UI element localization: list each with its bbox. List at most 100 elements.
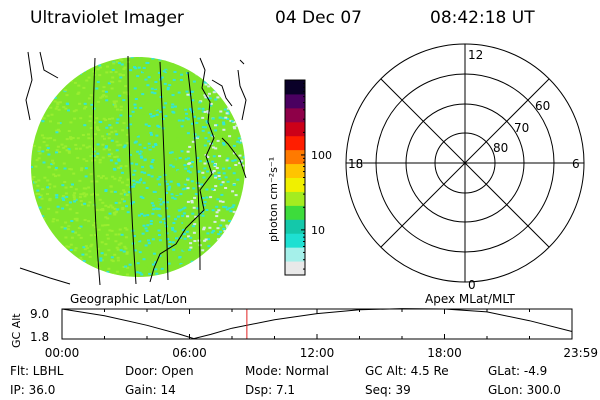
speckle-dot <box>38 146 42 149</box>
speckle-dot <box>63 60 66 63</box>
speckle-dot <box>220 62 224 64</box>
speckle-dot <box>85 146 89 149</box>
speckle-dot <box>119 165 123 168</box>
speckle-dot <box>84 274 88 277</box>
speckle-dot <box>229 234 233 237</box>
speckle-dot <box>190 201 194 204</box>
speckle-dot <box>143 214 147 217</box>
speckle-dot <box>139 268 143 271</box>
speckle-dot <box>206 156 210 158</box>
speckle-dot <box>219 82 223 84</box>
speckle-dot <box>209 102 213 105</box>
speckle-dot <box>78 196 82 199</box>
speckle-dot <box>126 178 130 181</box>
speckle-dot <box>32 275 36 277</box>
speckle-dot <box>190 67 194 70</box>
speckle-dot <box>226 107 230 110</box>
speckle-dot <box>64 186 68 189</box>
speckle-dot <box>150 87 154 90</box>
speckle-dot <box>220 193 224 196</box>
speckle-dot <box>132 201 136 204</box>
speckle-dot <box>62 106 66 109</box>
speckle-dot <box>223 108 227 111</box>
speckle-dot <box>149 131 153 134</box>
speckle-dot <box>222 121 225 124</box>
speckle-dot <box>140 120 144 123</box>
speckle-dot <box>151 159 155 161</box>
speckle-dot <box>161 244 165 247</box>
speckle-dot <box>222 205 226 208</box>
speckle-dot <box>190 122 194 125</box>
speckle-dot <box>33 279 36 281</box>
speckle-dot <box>67 130 71 132</box>
speckle-dot <box>57 174 61 177</box>
speckle-dot <box>141 112 145 115</box>
speckle-dot <box>38 118 42 121</box>
speckle-dot <box>105 233 109 236</box>
speckle-dot <box>70 257 74 260</box>
speckle-dot <box>154 108 158 111</box>
speckle-dot <box>182 233 186 236</box>
speckle-dot <box>32 111 36 114</box>
speckle-dot <box>151 141 155 144</box>
speckle-dot <box>73 249 77 252</box>
speckle-dot <box>196 135 200 138</box>
speckle-dot <box>109 80 113 83</box>
speckle-dot <box>80 203 84 206</box>
speckle-dot <box>172 78 176 81</box>
speckle-dot <box>182 212 186 215</box>
speckle-dot <box>242 101 245 104</box>
speckle-dot <box>121 206 125 209</box>
speckle-dot <box>166 234 170 237</box>
speckle-dot <box>135 134 139 137</box>
speckle-dot <box>211 117 215 120</box>
speckle-dot <box>142 181 146 184</box>
speckle-dot <box>159 184 163 187</box>
speckle-dot <box>55 131 59 134</box>
speckle-dot <box>40 262 44 265</box>
speckle-dot <box>195 73 199 76</box>
speckle-dot <box>126 266 130 269</box>
speckle-dot <box>171 201 175 204</box>
speckle-dot <box>106 271 110 274</box>
speckle-dot <box>116 118 120 121</box>
speckle-dot <box>219 224 223 227</box>
speckle-dot <box>79 236 83 239</box>
speckle-dot <box>63 167 67 170</box>
speckle-dot <box>211 160 215 163</box>
dsp-readout: Dsp: 7.1 <box>245 383 296 397</box>
speckle-dot <box>57 108 61 111</box>
speckle-dot <box>98 74 102 77</box>
speckle-dot <box>202 228 206 231</box>
speckle-dot <box>186 215 190 218</box>
speckle-dot <box>227 259 231 262</box>
speckle-dot <box>221 245 225 248</box>
speckle-dot <box>224 206 228 209</box>
speckle-dot <box>237 102 241 105</box>
speckle-dot <box>241 217 245 220</box>
speckle-dot <box>197 239 201 242</box>
speckle-dot <box>156 124 160 127</box>
mlt-label-12: 12 <box>468 48 483 62</box>
speckle-dot <box>228 207 232 210</box>
speckle-dot <box>139 195 143 198</box>
speckle-dot <box>117 243 121 246</box>
speckle-dot <box>206 121 210 124</box>
speckle-dot <box>162 252 166 254</box>
speckle-dot <box>75 73 79 76</box>
speckle-dot <box>134 126 138 129</box>
speckle-dot <box>181 188 185 191</box>
speckle-dot <box>224 187 228 189</box>
speckle-dot <box>76 64 80 67</box>
speckle-dot <box>107 137 111 140</box>
speckle-dot <box>190 260 194 263</box>
speckle-dot <box>236 110 240 113</box>
speckle-dot <box>130 162 134 165</box>
speckle-dot <box>201 129 205 132</box>
speckle-dot <box>117 159 121 162</box>
speckle-dot <box>241 81 245 84</box>
speckle-dot <box>118 276 122 277</box>
speckle-dot <box>183 128 187 131</box>
speckle-dot <box>106 65 109 68</box>
speckle-dot <box>91 159 94 162</box>
